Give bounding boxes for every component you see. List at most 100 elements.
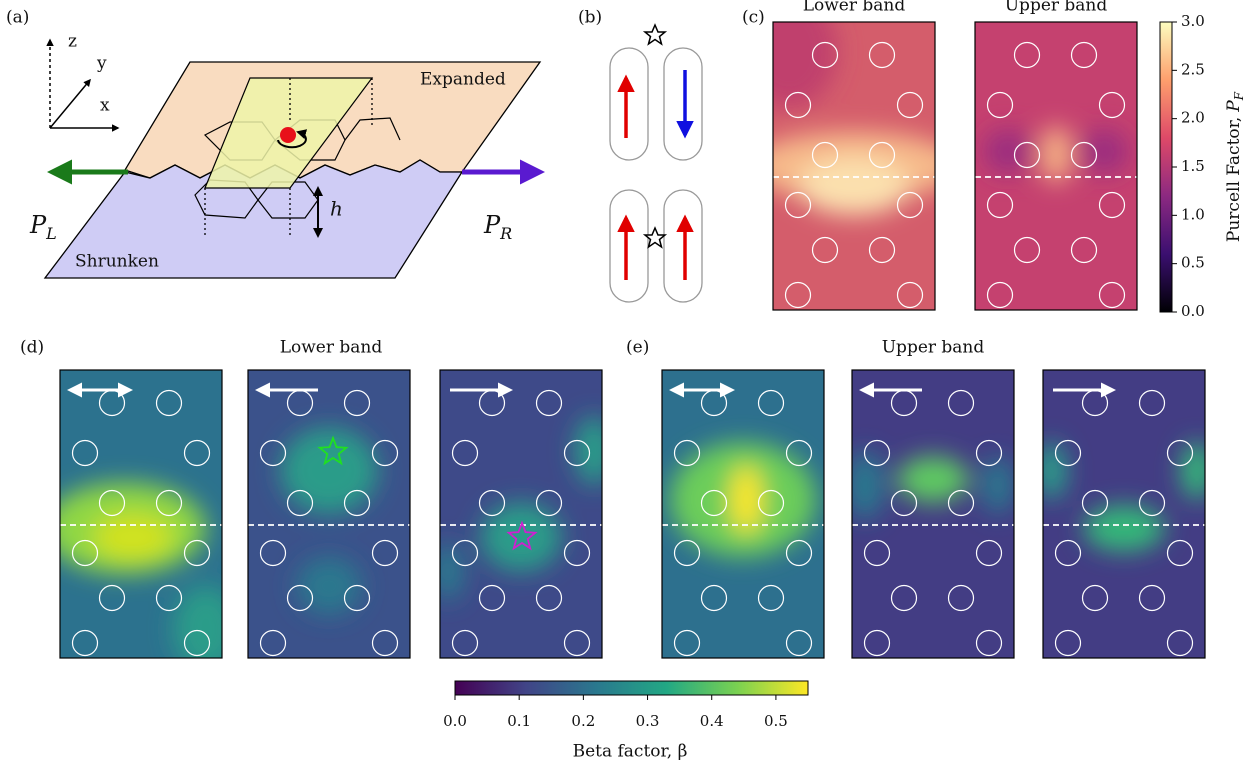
axes <box>46 38 120 132</box>
air-hole <box>535 489 563 517</box>
air-hole <box>286 584 314 612</box>
tick-label: 0.4 <box>700 712 724 730</box>
air-hole <box>371 439 399 467</box>
heat-map <box>662 370 824 658</box>
air-hole <box>785 539 813 567</box>
group-title: Lower band <box>280 338 383 358</box>
air-hole <box>1098 281 1126 309</box>
panel-label: (c) <box>742 8 765 28</box>
intensity-blob <box>480 502 562 572</box>
purcell-label: Purcell Factor, PF <box>1224 91 1246 242</box>
tick-label: 0.1 <box>507 712 531 730</box>
air-hole <box>811 236 839 264</box>
air-hole <box>155 389 183 417</box>
tick-label: 0.3 <box>636 712 660 730</box>
dipole-rotation <box>277 129 308 149</box>
heat-map <box>440 370 602 658</box>
heat-map <box>248 370 410 658</box>
group-title: Upper band <box>882 338 985 358</box>
air-hole <box>1166 539 1194 567</box>
air-hole <box>371 539 399 567</box>
air-hole <box>98 584 126 612</box>
heat-map <box>60 370 222 658</box>
intensity-blob <box>440 542 465 601</box>
intensity-blob <box>1039 125 1073 184</box>
intensity-blob <box>730 465 763 535</box>
heat-map <box>975 22 1137 310</box>
air-hole <box>1013 236 1041 264</box>
air-hole <box>757 584 785 612</box>
air-hole <box>947 389 975 417</box>
air-hole <box>784 91 812 119</box>
air-hole <box>1138 584 1166 612</box>
panel-label: (d) <box>20 338 44 358</box>
p-left: PL <box>29 211 57 243</box>
air-hole <box>890 489 918 517</box>
air-hole <box>451 629 479 657</box>
axis-label: x <box>100 96 110 116</box>
air-hole <box>785 439 813 467</box>
tick-label: 0.2 <box>571 712 595 730</box>
air-hole <box>71 439 99 467</box>
air-hole <box>863 539 891 567</box>
air-hole <box>1054 439 1082 467</box>
air-hole <box>183 439 211 467</box>
map-blobs <box>983 125 1129 184</box>
air-hole <box>371 629 399 657</box>
intensity-blob <box>773 22 838 109</box>
air-hole <box>183 629 211 657</box>
map-frame <box>1042 369 1206 659</box>
air-hole <box>563 539 591 567</box>
map-frame <box>851 369 1015 659</box>
symbol: P <box>29 211 47 239</box>
intensity-blob <box>280 427 378 514</box>
air-hole <box>811 141 839 169</box>
emitter <box>280 127 296 143</box>
air-hole <box>155 584 183 612</box>
air-hole <box>1138 389 1166 417</box>
air-hole <box>757 389 785 417</box>
air-hole <box>259 539 287 567</box>
air-hole <box>71 539 99 567</box>
air-hole <box>1070 41 1098 69</box>
air-hole <box>1166 439 1194 467</box>
air-hole <box>757 489 785 517</box>
air-hole <box>868 41 896 69</box>
symbol: P <box>1224 100 1244 113</box>
air-hole <box>1070 141 1098 169</box>
intensity-blob <box>173 586 222 658</box>
panel-label: (e) <box>626 338 649 358</box>
air-hole <box>343 584 371 612</box>
intensity-blob <box>983 128 1032 175</box>
intensity-blob <box>852 450 885 520</box>
air-hole <box>784 281 812 309</box>
air-hole <box>286 489 314 517</box>
air-hole <box>986 281 1014 309</box>
tick-label: 2.5 <box>1181 60 1205 78</box>
intensity-blob <box>296 557 362 615</box>
map-title: Upper band <box>1005 0 1108 16</box>
panel-a: z y x Expanded Shrunken PL PR h <box>29 32 545 279</box>
symbol: P <box>483 211 501 239</box>
air-hole <box>868 141 896 169</box>
air-hole <box>563 629 591 657</box>
air-hole <box>1098 191 1126 219</box>
panel-b <box>609 23 703 303</box>
air-hole <box>947 489 975 517</box>
air-hole <box>259 629 287 657</box>
emitter-star <box>317 435 349 466</box>
air-hole <box>890 584 918 612</box>
air-hole <box>478 584 506 612</box>
subscript: F <box>1232 91 1246 101</box>
air-hole <box>863 629 891 657</box>
air-hole <box>811 41 839 69</box>
heat-map <box>773 22 935 310</box>
air-hole <box>1070 236 1098 264</box>
air-hole <box>71 629 99 657</box>
air-hole <box>98 489 126 517</box>
axis-label: z <box>68 32 77 52</box>
air-hole <box>896 281 924 309</box>
map-frame <box>439 369 603 659</box>
map-frame <box>247 369 411 659</box>
axis-label: y <box>96 54 107 74</box>
